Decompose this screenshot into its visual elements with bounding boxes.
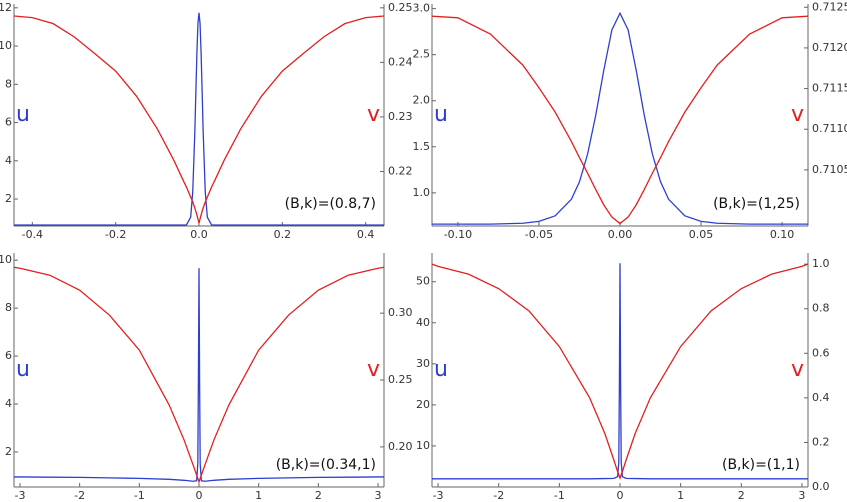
- y-tick-label: 1.5: [413, 140, 431, 153]
- y-tick-label: 2.5: [413, 48, 431, 61]
- series-line: [13, 15, 385, 224]
- legend-label: u: [434, 357, 448, 382]
- y-tick-label: 2.0: [413, 94, 431, 107]
- x-tick-label: 0.4: [357, 228, 375, 241]
- y2-tick-label: 1.0: [812, 257, 830, 270]
- series-line: [431, 263, 809, 480]
- series-line: [432, 263, 808, 480]
- series-line: [14, 12, 384, 226]
- x-tick-label: 0.10: [770, 228, 795, 241]
- x-tick-label: 0.0: [190, 228, 208, 241]
- y-tick-label: 40: [416, 316, 430, 329]
- legend-label: v: [791, 357, 804, 382]
- y-tick-label: 6: [5, 349, 12, 362]
- y2-tick-label: 0.7125: [812, 0, 847, 13]
- y-tick-label: 2: [5, 445, 12, 458]
- x-tick-label: -3: [14, 489, 25, 502]
- legend-label: v: [367, 357, 380, 382]
- x-tick-label: -0.4: [22, 228, 43, 241]
- y2-tick-label: 0.24: [388, 55, 413, 68]
- legend-label: u: [16, 102, 30, 127]
- y2-tick-label: 0.7110: [812, 122, 847, 135]
- annotation: (B,k)=(1,1): [722, 457, 800, 473]
- x-tick-label: 3: [798, 489, 805, 502]
- y2-tick-label: 0.25: [388, 1, 413, 14]
- x-tick-label: -0.10: [444, 228, 472, 241]
- y-tick-label: 10: [0, 253, 12, 266]
- y2-tick-label: 0.7115: [812, 82, 847, 95]
- x-tick-label: 0: [196, 489, 203, 502]
- x-tick-label: -2: [493, 489, 504, 502]
- x-tick-label: 3: [375, 489, 382, 502]
- y2-tick-label: 0.7105: [812, 163, 847, 176]
- y2-tick-label: 0.25: [388, 373, 413, 386]
- annotation: (B,k)=(0.34,1): [276, 457, 376, 473]
- x-tick-label: 2: [738, 489, 745, 502]
- x-tick-label: -1: [134, 489, 145, 502]
- x-tick-label: 1: [255, 489, 262, 502]
- x-tick-label: -3: [433, 489, 444, 502]
- y-tick-label: 20: [416, 398, 430, 411]
- y2-tick-label: 0.7120: [812, 41, 847, 54]
- x-tick-label: -0.2: [105, 228, 126, 241]
- y-tick-label: 10: [0, 39, 12, 52]
- series-line: [13, 266, 385, 484]
- annotation: (B,k)=(1,25): [713, 196, 800, 212]
- y2-tick-label: 0.30: [388, 306, 413, 319]
- y-tick-label: 4: [5, 154, 12, 167]
- y-tick-label: 8: [5, 301, 12, 314]
- y-tick-label: 6: [5, 116, 12, 129]
- y-tick-label: 3.0: [413, 2, 431, 15]
- y2-tick-label: 0.20: [388, 440, 413, 453]
- y2-tick-label: 0.6: [812, 346, 830, 359]
- y2-tick-label: 0.22: [388, 164, 413, 177]
- series-line: [431, 15, 809, 225]
- y2-tick-label: 0.0: [812, 480, 830, 493]
- y2-tick-label: 0.8: [812, 302, 830, 315]
- y-tick-label: 2: [5, 192, 12, 205]
- x-tick-label: -0.05: [525, 228, 553, 241]
- y-tick-label: 12: [0, 1, 12, 14]
- y2-tick-label: 0.2: [812, 435, 830, 448]
- y-tick-label: 10: [416, 439, 430, 452]
- x-tick-label: -1: [554, 489, 565, 502]
- legend-label: u: [434, 102, 448, 127]
- x-tick-label: 2: [315, 489, 322, 502]
- series-line: [432, 11, 808, 225]
- y-tick-label: 4: [5, 397, 12, 410]
- y-tick-label: 30: [416, 357, 430, 370]
- y2-tick-label: 0.23: [388, 110, 413, 123]
- legend-label: u: [16, 357, 30, 382]
- y-tick-label: 50: [416, 275, 430, 288]
- y-tick-label: 8: [5, 77, 12, 90]
- x-tick-label: 0.05: [689, 228, 714, 241]
- y2-tick-label: 0.4: [812, 391, 830, 404]
- x-tick-label: 0.2: [274, 228, 292, 241]
- x-tick-label: 0: [617, 489, 624, 502]
- annotation: (B,k)=(0.8,7): [285, 196, 376, 212]
- x-tick-label: 1: [677, 489, 684, 502]
- legend-label: v: [791, 102, 804, 127]
- x-tick-label: -2: [74, 489, 85, 502]
- legend-label: v: [367, 102, 380, 127]
- series-line: [14, 268, 384, 482]
- y-tick-label: 1.0: [413, 186, 431, 199]
- x-tick-label: 0.00: [608, 228, 633, 241]
